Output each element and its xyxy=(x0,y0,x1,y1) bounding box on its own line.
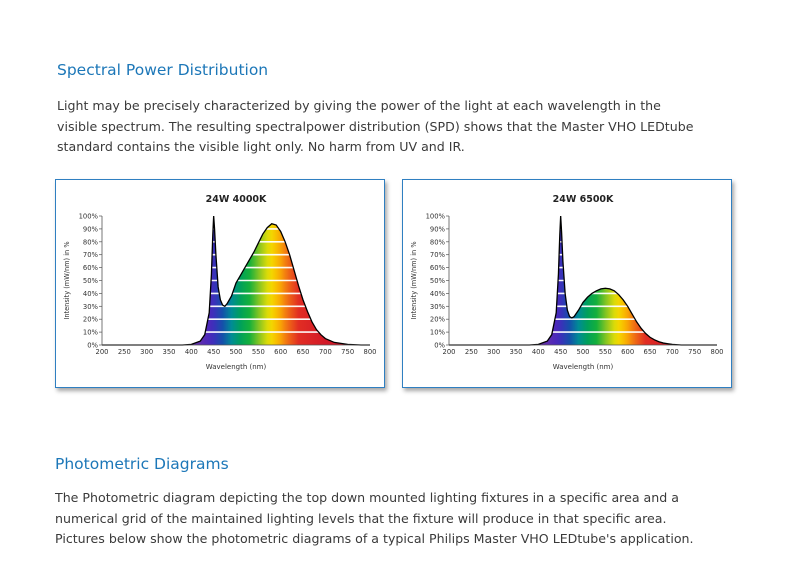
y-tick-label: 90% xyxy=(83,225,99,233)
y-tick-label: 10% xyxy=(83,329,99,337)
x-tick-label: 600 xyxy=(621,348,634,356)
y-tick-label: 50% xyxy=(83,277,99,285)
x-tick-label: 200 xyxy=(443,348,456,356)
x-axis-label: Wavelength (nm) xyxy=(553,363,614,371)
spd-line-3: standard contains the visible light only… xyxy=(57,139,465,154)
x-axis-label: Wavelength (nm) xyxy=(206,363,267,371)
y-tick-label: 50% xyxy=(430,277,446,285)
y-tick-label: 100% xyxy=(79,213,99,221)
y-tick-label: 20% xyxy=(83,316,99,324)
x-tick-label: 250 xyxy=(118,348,131,356)
chart-title: 24W 6500K xyxy=(553,194,614,205)
x-tick-label: 750 xyxy=(341,348,354,356)
x-tick-label: 550 xyxy=(599,348,612,356)
y-tick-label: 60% xyxy=(430,264,446,272)
x-tick-label: 700 xyxy=(319,348,332,356)
x-tick-label: 400 xyxy=(185,348,198,356)
area-above-curve xyxy=(102,216,370,345)
y-tick-label: 30% xyxy=(430,303,446,311)
photometric-line-2: numerical grid of the maintained lightin… xyxy=(55,510,667,526)
spd-paragraph: Light may be precisely characterized by … xyxy=(57,96,693,158)
y-tick-label: 70% xyxy=(430,251,446,259)
x-tick-label: 800 xyxy=(364,348,377,356)
area-above-curve xyxy=(449,216,717,345)
x-tick-label: 500 xyxy=(230,348,243,356)
y-tick-label: 90% xyxy=(430,225,446,233)
y-tick-label: 60% xyxy=(83,264,99,272)
x-tick-label: 650 xyxy=(297,348,310,356)
photometric-line-1: The Photometric diagram depicting the to… xyxy=(55,490,679,505)
x-tick-label: 700 xyxy=(666,348,679,356)
y-tick-label: 30% xyxy=(83,303,99,311)
x-tick-label: 350 xyxy=(510,348,523,356)
x-tick-label: 650 xyxy=(644,348,657,356)
photometric-line-3: Pictures below show the photometric diag… xyxy=(55,531,694,546)
x-tick-label: 550 xyxy=(252,348,265,356)
chart-panel-6500k: 24W 6500K 0% 10% 20% 30% 40% 50% 60% 70% 80% 90% 10… xyxy=(402,179,732,388)
section-title-photometric: Photometric Diagrams xyxy=(55,455,229,473)
photometric-paragraph: The Photometric diagram depicting the to… xyxy=(55,488,694,550)
y-tick-label: 0% xyxy=(434,342,445,350)
x-tick-label: 350 xyxy=(163,348,176,356)
x-tick-label: 600 xyxy=(274,348,287,356)
x-tick-label: 500 xyxy=(577,348,590,356)
x-tick-label: 800 xyxy=(711,348,724,356)
spd-series-line xyxy=(449,215,717,346)
y-tick-label: 80% xyxy=(83,238,99,246)
x-tick-label: 300 xyxy=(140,348,153,356)
x-tick-label: 250 xyxy=(465,348,478,356)
x-tick-label: 200 xyxy=(96,348,109,356)
spd-chart-4000k: 24W 4000K 0% 10% 20% 30% 40% 50% 60% 70% 80% 90% 10… xyxy=(63,194,377,371)
y-tick-label: 40% xyxy=(83,290,99,298)
y-axis-label: Intensity (mW/nm) in % xyxy=(410,241,418,319)
x-tick-label: 750 xyxy=(688,348,701,356)
y-tick-label: 40% xyxy=(430,290,446,298)
section-title-spd: Spectral Power Distribution xyxy=(57,61,269,79)
y-tick-label: 10% xyxy=(430,329,446,337)
spd-line-2: visible spectrum. The resulting spectral… xyxy=(57,118,694,134)
x-tick-label: 450 xyxy=(554,348,567,356)
x-tick-label: 450 xyxy=(207,348,220,356)
y-tick-label: 100% xyxy=(426,213,446,221)
y-axis-label: Intensity (mW/nm) in % xyxy=(63,241,71,319)
chart-panel-4000k: 24W 4000K 0% 10% 20% 30% 40% 50% 60% 70% 80% 90% 10… xyxy=(55,179,385,388)
spd-series-line xyxy=(102,215,370,346)
y-tick-label: 80% xyxy=(430,238,446,246)
y-tick-label: 70% xyxy=(83,251,99,259)
spd-line-1: Light may be precisely characterized by … xyxy=(57,98,661,113)
spd-chart-6500k: 24W 6500K 0% 10% 20% 30% 40% 50% 60% 70% 80% 90% 10… xyxy=(410,194,724,371)
x-tick-label: 400 xyxy=(532,348,545,356)
x-tick-label: 300 xyxy=(487,348,500,356)
y-tick-label: 0% xyxy=(87,342,98,350)
y-tick-label: 20% xyxy=(430,316,446,324)
chart-title: 24W 4000K xyxy=(206,194,267,205)
